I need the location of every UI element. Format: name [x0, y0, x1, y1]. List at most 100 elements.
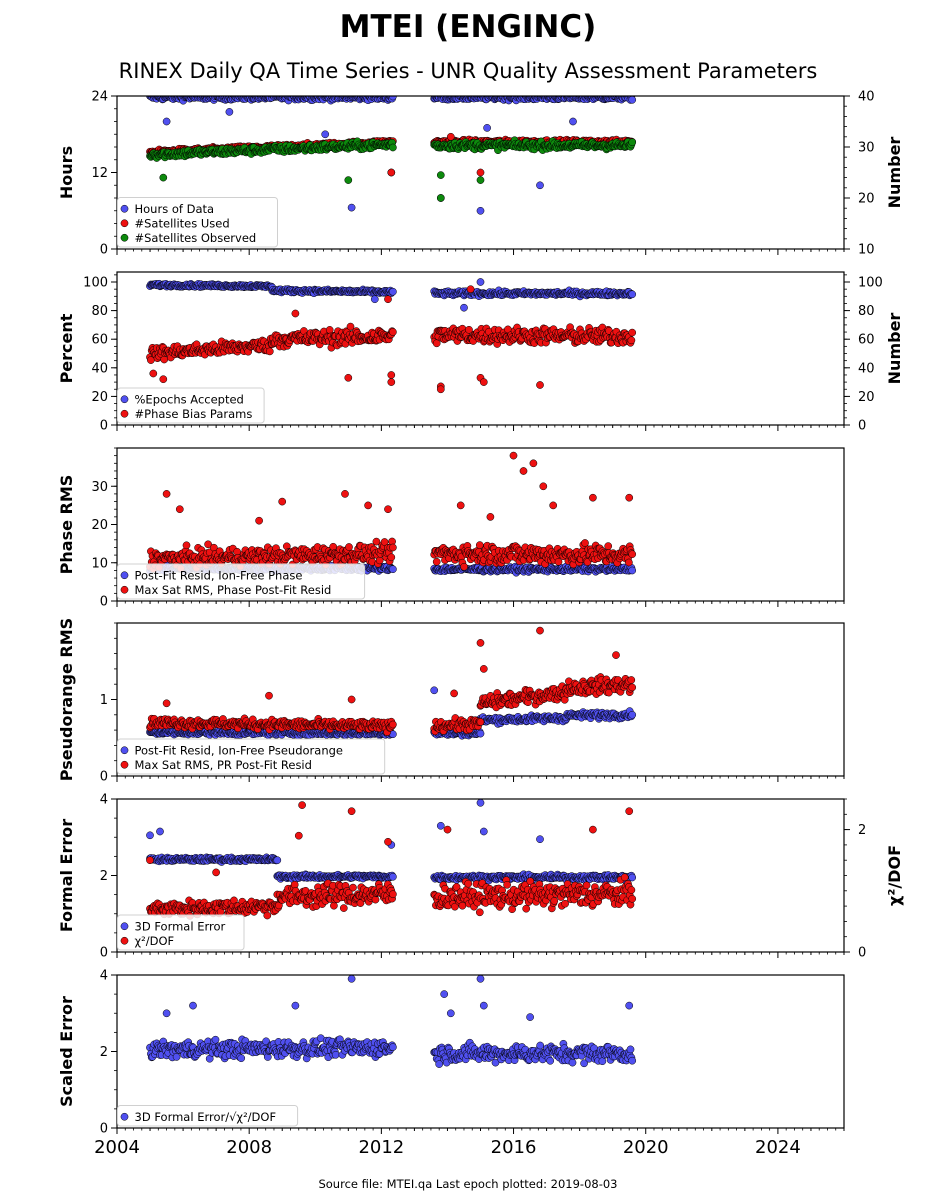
y-right-tick-label: 20 [858, 192, 875, 207]
y-right-axis-label: Number [885, 313, 904, 385]
outlier-point [278, 497, 287, 506]
y-right-tick-label: 20 [858, 390, 875, 405]
points-group [146, 96, 637, 215]
outlier-point [162, 490, 171, 498]
outlier-point [476, 206, 485, 215]
y-right-tick-label: 80 [858, 304, 875, 319]
y-right-tick-label: 30 [858, 141, 875, 156]
outlier-point [162, 117, 171, 126]
outlier-point [344, 373, 353, 382]
data-point [604, 542, 613, 550]
data-point [160, 355, 169, 364]
outlier-point [479, 378, 488, 386]
legend-label: Hours of Data [135, 202, 215, 216]
data-point [581, 539, 589, 547]
y-tick-label: 0 [100, 419, 108, 434]
y-tick-label: 20 [91, 518, 108, 533]
data-point [627, 336, 636, 345]
y-tick-label: 30 [91, 480, 108, 495]
points-group [146, 278, 637, 394]
y-tick-label: 12 [91, 166, 108, 181]
panel-2: 020406080100Percent020406080100Number%Ep… [57, 271, 904, 434]
data-point [387, 553, 396, 562]
y-tick-label: 10 [91, 556, 108, 571]
outlier-point [387, 371, 396, 379]
data-point [628, 290, 637, 299]
outlier-point [460, 303, 468, 312]
data-point [628, 138, 637, 147]
data-point [389, 543, 397, 552]
y-axis-label: Percent [57, 313, 76, 383]
outlier-point [625, 493, 634, 502]
legend-marker [120, 585, 129, 594]
outlier-point [159, 375, 168, 384]
y-right-tick-label: 0 [858, 419, 866, 434]
data-point [389, 328, 397, 336]
legend-label: #Satellites Observed [135, 231, 257, 245]
y-tick-label: 20 [91, 390, 108, 405]
data-point [628, 566, 637, 575]
outlier-point [321, 130, 330, 139]
data-point [389, 565, 397, 574]
legend-marker [120, 204, 129, 213]
data-point [554, 557, 563, 566]
data-point [375, 556, 384, 565]
legend-marker [120, 395, 129, 404]
data-point [432, 557, 441, 566]
points-group [146, 626, 637, 740]
y-tick-label: 80 [91, 304, 108, 319]
outlier-point [569, 117, 577, 126]
outlier-point [476, 168, 485, 177]
y-right-tick-label: 100 [858, 276, 883, 291]
legend-label: %Epochs Accepted [135, 392, 244, 406]
outlier-point [536, 181, 544, 190]
data-point [460, 562, 468, 571]
outlier-point [466, 285, 475, 294]
legend-label: Max Sat RMS, Phase Post-Fit Resid [135, 583, 332, 597]
y-right-axis-label: Number [885, 137, 904, 209]
y-axis-label: Phase RMS [57, 475, 76, 575]
outlier-point [589, 493, 597, 502]
outlier-point [476, 278, 485, 286]
outlier-point [549, 501, 558, 510]
outlier-point [436, 171, 445, 179]
outlier-point [149, 369, 158, 378]
legend: %Epochs Accepted#Phase Bias Params [117, 387, 265, 424]
outlier-point [509, 451, 518, 460]
data-point [628, 710, 637, 719]
outlier-point [483, 124, 491, 132]
outlier-point [364, 501, 372, 510]
y-right-tick-label: 10 [858, 243, 875, 258]
data-point [182, 541, 191, 550]
figure-title: MTEI (ENGINC) [340, 9, 597, 45]
legend: Hours of Data#Satellites Used#Satellites… [117, 197, 278, 248]
outlier-point [384, 505, 392, 514]
y-axis-label: Hours [57, 146, 76, 199]
outlier-point [387, 378, 396, 386]
legend-label: Post-Fit Resid, Ion-Free Phase [135, 568, 303, 582]
data-point [628, 328, 637, 337]
data-point [346, 322, 355, 331]
outlier-point [370, 295, 379, 304]
outlier-point [539, 482, 548, 491]
legend-label: #Satellites Used [135, 216, 230, 230]
data-point [628, 550, 637, 559]
legend-label: #Phase Bias Params [135, 407, 253, 421]
data-point [628, 96, 637, 104]
outlier-point [341, 490, 349, 498]
y-tick-label: 40 [91, 361, 108, 376]
outlier-point [159, 173, 168, 182]
legend-marker [120, 409, 129, 418]
legend-marker [120, 571, 129, 580]
outlier-point [476, 176, 485, 184]
data-point [432, 339, 441, 348]
outlier-point [446, 132, 455, 141]
outlier-point [387, 168, 396, 177]
data-point [389, 287, 397, 296]
